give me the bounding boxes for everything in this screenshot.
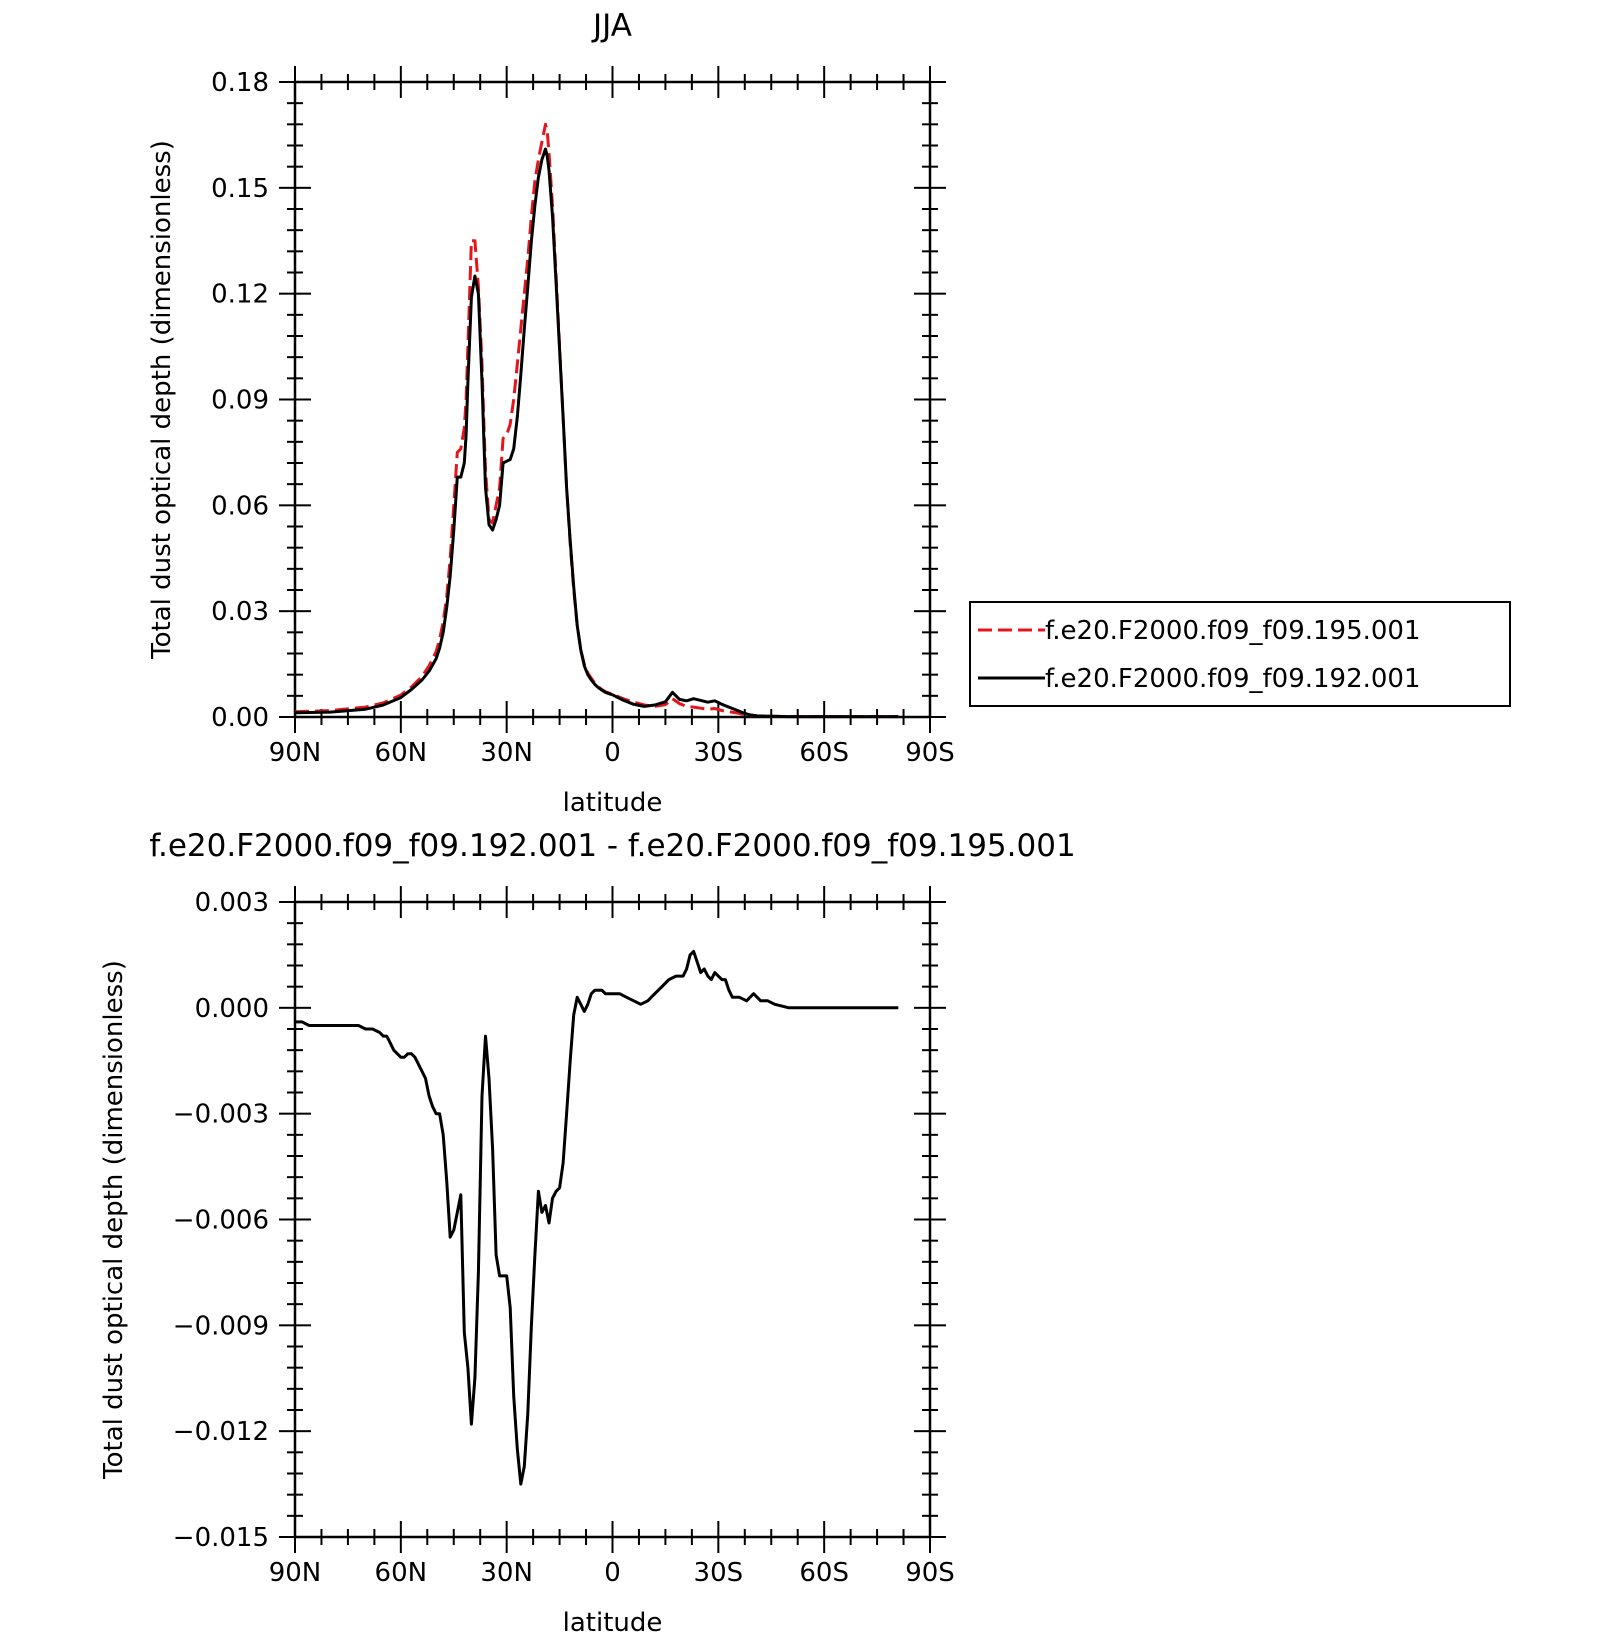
x-tick-label: 0	[604, 738, 621, 768]
plot-frame	[293, 80, 932, 719]
x-tick-label: 60N	[375, 738, 428, 768]
x-tick-label: 90N	[269, 1558, 322, 1588]
legend-box	[969, 601, 1511, 707]
y-tick-label: 0.00	[211, 703, 269, 733]
chart-panel-1: JJA 90N 60N 30N 0 30S 60S 90S 0.00 0.03 0.06 0.09 0.…	[147, 8, 1511, 818]
plot-frame	[293, 900, 932, 1539]
y-tick-label: 0.15	[211, 174, 269, 204]
y-tick-label: 0.06	[211, 491, 269, 521]
x-tick-label: 30N	[480, 1558, 533, 1588]
y-tick-label: 0.18	[211, 68, 269, 98]
x-tick-label: 90N	[269, 738, 322, 768]
x-tick-label: 60S	[799, 1558, 849, 1588]
x-tick-label: 30S	[694, 738, 744, 768]
series-line-2	[294, 147, 899, 719]
x-tick-label: 90S	[905, 1558, 955, 1588]
y-tick-label: −0.015	[173, 1523, 269, 1553]
legend-label: f.e20.F2000.f09_f09.195.001	[1045, 616, 1421, 646]
y-tick-label: 0.12	[211, 280, 269, 310]
chart-panel-2: f.e20.F2000.f09_f09.192.001 - f.e20.F200…	[99, 828, 1076, 1638]
chart-title: f.e20.F2000.f09_f09.192.001 - f.e20.F200…	[149, 828, 1075, 864]
x-axis-label: latitude	[563, 1608, 663, 1638]
y-tick-label: 0.03	[211, 597, 269, 627]
x-tick-label: 60N	[375, 1558, 428, 1588]
x-tick-label: 90S	[905, 738, 955, 768]
series-line-1	[294, 122, 899, 719]
y-tick-label: 0.003	[195, 888, 269, 918]
y-tick-label: −0.003	[173, 1100, 269, 1130]
x-tick-label: 30S	[694, 1558, 744, 1588]
y-tick-label: −0.006	[173, 1206, 269, 1236]
y-tick-label: −0.012	[173, 1417, 269, 1447]
legend: f.e20.F2000.f09_f09.195.001 f.e20.F2000.f…	[969, 601, 1511, 707]
y-tick-label: 0.000	[195, 994, 269, 1024]
y-axis-label: Total dust optical depth (dimensionless)	[147, 140, 177, 660]
chart-title: JJA	[591, 8, 632, 44]
x-tick-label: 30N	[480, 738, 533, 768]
y-tick-label: 0.09	[211, 386, 269, 416]
x-tick-label: 0	[604, 1558, 621, 1588]
legend-label: f.e20.F2000.f09_f09.192.001	[1045, 664, 1421, 694]
series-line-1	[295, 949, 899, 1486]
x-axis-label: latitude	[563, 788, 663, 818]
x-tick-label: 60S	[799, 738, 849, 768]
y-axis-label: Total dust optical depth (dimensionless)	[99, 960, 129, 1480]
y-tick-label: −0.009	[173, 1311, 269, 1341]
